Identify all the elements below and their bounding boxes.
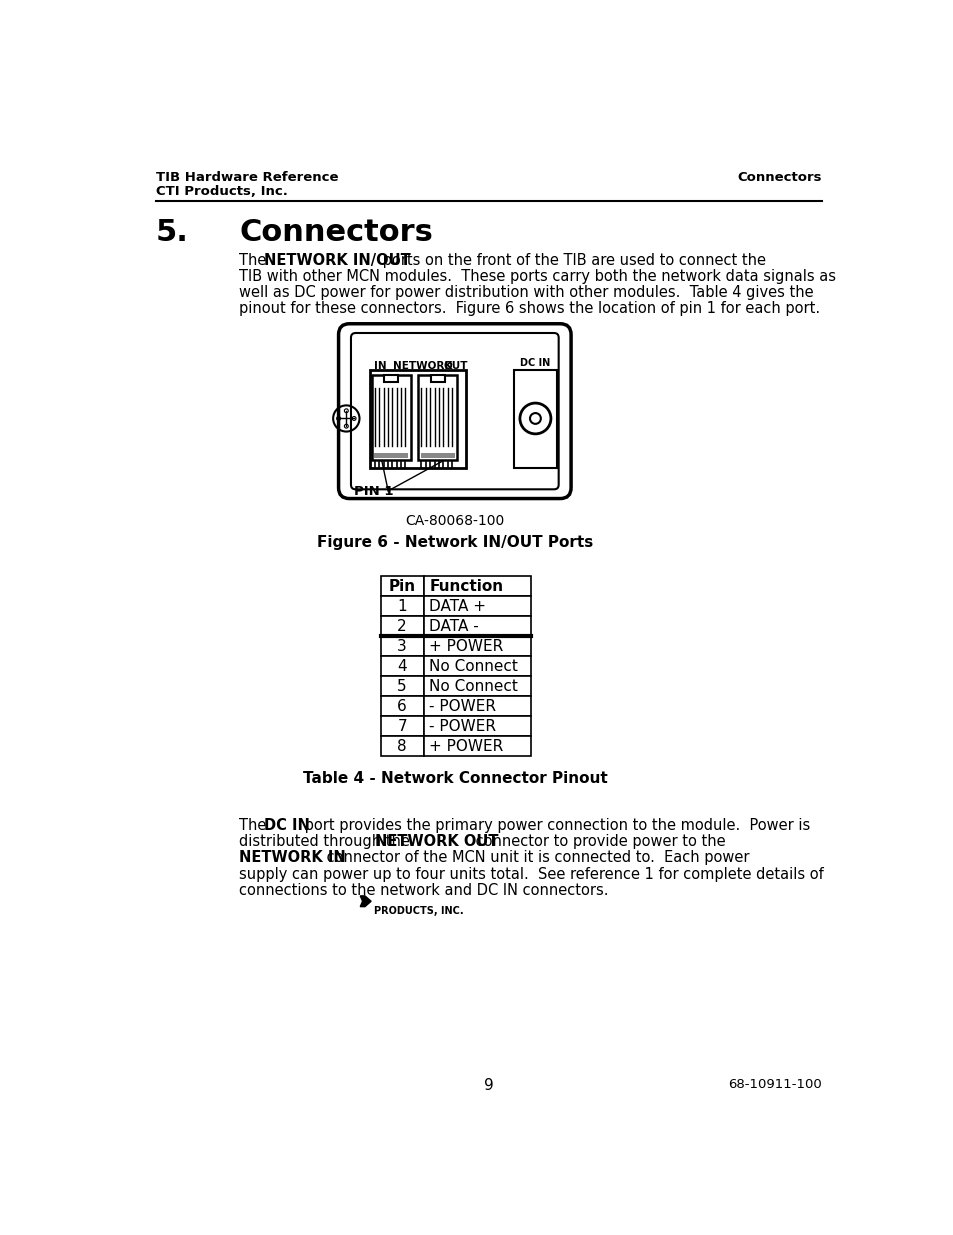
FancyBboxPatch shape <box>351 333 558 489</box>
Text: well as DC power for power distribution with other modules.  Table 4 gives the: well as DC power for power distribution … <box>239 285 813 300</box>
Text: 5: 5 <box>396 679 407 694</box>
Text: Function: Function <box>429 579 503 594</box>
Bar <box>381 695 423 716</box>
Bar <box>381 615 423 636</box>
Text: Connectors: Connectors <box>737 172 821 184</box>
Text: No Connect: No Connect <box>429 659 517 674</box>
Text: 7: 7 <box>396 719 407 734</box>
Text: Pin: Pin <box>388 579 416 594</box>
Bar <box>381 716 423 736</box>
Polygon shape <box>360 895 371 906</box>
Text: 3: 3 <box>396 638 407 653</box>
Text: CTI Products, Inc.: CTI Products, Inc. <box>155 185 287 198</box>
Bar <box>381 576 423 595</box>
Bar <box>423 736 530 756</box>
Bar <box>369 370 465 468</box>
Text: NETWORK IN/OUT: NETWORK IN/OUT <box>264 253 411 268</box>
Text: TIB with other MCN modules.  These ports carry both the network data signals as: TIB with other MCN modules. These ports … <box>239 269 836 284</box>
Bar <box>418 374 456 461</box>
Text: ports on the front of the TIB are used to connect the: ports on the front of the TIB are used t… <box>377 253 765 268</box>
Text: Connectors: Connectors <box>239 217 433 247</box>
Text: pinout for these connectors.  Figure 6 shows the location of pin 1 for each port: pinout for these connectors. Figure 6 sh… <box>239 301 820 316</box>
Bar <box>423 615 530 636</box>
Text: IN: IN <box>374 361 387 370</box>
Text: port provides the primary power connection to the module.  Power is: port provides the primary power connecti… <box>299 818 809 834</box>
Text: NETWORK OUT: NETWORK OUT <box>375 835 498 850</box>
Text: The: The <box>239 818 271 834</box>
Bar <box>384 374 397 383</box>
Text: 1: 1 <box>396 599 407 614</box>
Text: Table 4 - Network Connector Pinout: Table 4 - Network Connector Pinout <box>303 771 607 787</box>
Bar <box>423 636 530 656</box>
Bar <box>381 595 423 615</box>
Text: TIB Hardware Reference: TIB Hardware Reference <box>155 172 337 184</box>
Bar <box>372 374 410 461</box>
Text: + POWER: + POWER <box>429 739 503 755</box>
Bar <box>381 656 423 676</box>
Text: DC IN: DC IN <box>519 358 550 368</box>
Bar <box>420 453 455 458</box>
Bar <box>423 576 530 595</box>
Text: 68-10911-100: 68-10911-100 <box>728 1078 821 1092</box>
Bar <box>423 595 530 615</box>
Bar <box>513 370 557 468</box>
Text: supply can power up to four units total.  See reference 1 for complete details o: supply can power up to four units total.… <box>239 867 823 882</box>
Text: - POWER: - POWER <box>429 699 496 714</box>
Bar <box>374 453 408 458</box>
Text: PRODUCTS, INC.: PRODUCTS, INC. <box>374 906 463 916</box>
Text: 2: 2 <box>396 619 407 634</box>
Text: DATA -: DATA - <box>429 619 478 634</box>
Text: OUT: OUT <box>443 361 468 370</box>
Text: NETWORK: NETWORK <box>393 361 452 370</box>
Text: No Connect: No Connect <box>429 679 517 694</box>
Bar <box>381 676 423 695</box>
Bar <box>423 716 530 736</box>
Text: 9: 9 <box>483 1078 494 1093</box>
Text: connections to the network and DC IN connectors.: connections to the network and DC IN con… <box>239 883 608 898</box>
Bar <box>431 374 444 383</box>
Text: 5.: 5. <box>155 217 189 247</box>
Text: + POWER: + POWER <box>429 638 503 653</box>
Text: connector to provide power to the: connector to provide power to the <box>471 835 725 850</box>
Bar <box>381 636 423 656</box>
Text: The: The <box>239 253 271 268</box>
Text: 4: 4 <box>396 659 407 674</box>
FancyBboxPatch shape <box>338 324 571 499</box>
Text: CA-80068-100: CA-80068-100 <box>405 514 504 527</box>
Bar <box>423 676 530 695</box>
Text: connector of the MCN unit it is connected to.  Each power: connector of the MCN unit it is connecte… <box>322 851 749 866</box>
Text: - POWER: - POWER <box>429 719 496 734</box>
Text: DC IN: DC IN <box>264 818 310 834</box>
Text: distributed through the: distributed through the <box>239 835 415 850</box>
Bar <box>381 736 423 756</box>
Text: Figure 6 - Network IN/OUT Ports: Figure 6 - Network IN/OUT Ports <box>316 535 593 550</box>
Bar <box>423 695 530 716</box>
Text: NETWORK IN: NETWORK IN <box>239 851 346 866</box>
Text: DATA +: DATA + <box>429 599 486 614</box>
Bar <box>423 656 530 676</box>
Text: PIN 1: PIN 1 <box>354 484 394 498</box>
Text: 6: 6 <box>396 699 407 714</box>
Text: 8: 8 <box>396 739 407 755</box>
